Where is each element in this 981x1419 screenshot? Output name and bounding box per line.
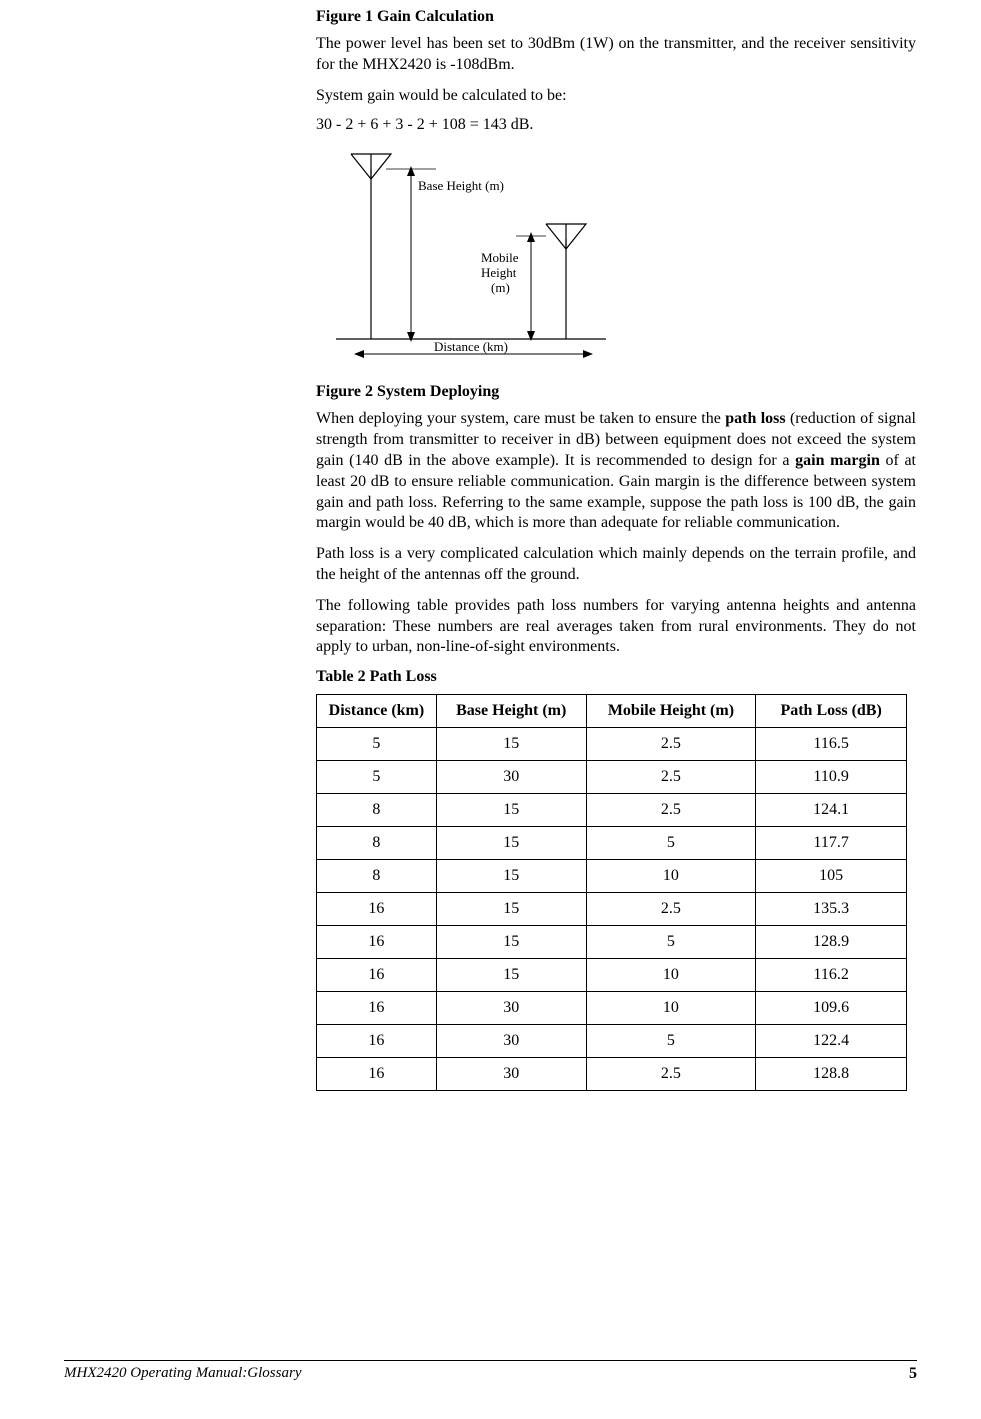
table-row: 16305122.4 bbox=[317, 1025, 907, 1058]
para3-a: When deploying your system, care must be… bbox=[316, 410, 725, 427]
table-cell: 109.6 bbox=[756, 992, 907, 1025]
table-cell: 16 bbox=[317, 992, 437, 1025]
table-cell: 30 bbox=[436, 992, 586, 1025]
table-cell: 2.5 bbox=[586, 761, 756, 794]
equation-1: 30 - 2 + 6 + 3 - 2 + 108 = 143 dB. bbox=[316, 116, 916, 134]
table-row: 5302.5110.9 bbox=[317, 761, 907, 794]
table-cell: 5 bbox=[586, 1025, 756, 1058]
page-number: 5 bbox=[909, 1365, 917, 1383]
table-cell: 16 bbox=[317, 1025, 437, 1058]
table-cell: 15 bbox=[436, 959, 586, 992]
table-cell: 116.2 bbox=[756, 959, 907, 992]
table-cell: 16 bbox=[317, 959, 437, 992]
table-cell: 116.5 bbox=[756, 728, 907, 761]
table-cell: 15 bbox=[436, 827, 586, 860]
table-cell: 2.5 bbox=[586, 1058, 756, 1091]
table-cell: 15 bbox=[436, 860, 586, 893]
figure2-title: Figure 2 System Deploying bbox=[316, 383, 916, 401]
table-cell: 135.3 bbox=[756, 893, 907, 926]
para3-bold1: path loss bbox=[725, 410, 785, 427]
table-col-path-loss: Path Loss (dB) bbox=[756, 695, 907, 728]
diagram-mobile-height-label-3: (m) bbox=[491, 280, 510, 295]
paragraph-5: The following table provides path loss n… bbox=[316, 596, 916, 658]
paragraph-4: Path loss is a very complicated calculat… bbox=[316, 544, 916, 586]
para3-bold2: gain margin bbox=[795, 452, 880, 469]
table-cell: 117.7 bbox=[756, 827, 907, 860]
page-footer: MHX2420 Operating Manual:Glossary 5 bbox=[64, 1360, 917, 1383]
table-cell: 5 bbox=[317, 728, 437, 761]
table-row: 81510105 bbox=[317, 860, 907, 893]
table-cell: 105 bbox=[756, 860, 907, 893]
paragraph-1: The power level has been set to 30dBm (1… bbox=[316, 34, 916, 76]
table-row: 8155117.7 bbox=[317, 827, 907, 860]
table-row: 16155128.9 bbox=[317, 926, 907, 959]
table-cell: 30 bbox=[436, 1025, 586, 1058]
table-cell: 16 bbox=[317, 1058, 437, 1091]
table-cell: 122.4 bbox=[756, 1025, 907, 1058]
table-cell: 30 bbox=[436, 761, 586, 794]
table-cell: 2.5 bbox=[586, 728, 756, 761]
table-cell: 128.8 bbox=[756, 1058, 907, 1091]
table-row: 5152.5116.5 bbox=[317, 728, 907, 761]
table-row: 163010109.6 bbox=[317, 992, 907, 1025]
table-cell: 10 bbox=[586, 860, 756, 893]
paragraph-2: System gain would be calculated to be: bbox=[316, 86, 916, 107]
table-cell: 5 bbox=[586, 926, 756, 959]
paragraph-3: When deploying your system, care must be… bbox=[316, 409, 916, 534]
table-cell: 8 bbox=[317, 827, 437, 860]
table-title: Table 2 Path Loss bbox=[316, 668, 916, 686]
table-col-distance: Distance (km) bbox=[317, 695, 437, 728]
table-cell: 15 bbox=[436, 728, 586, 761]
table-cell: 16 bbox=[317, 893, 437, 926]
diagram-mobile-height-label-2: Height bbox=[481, 265, 517, 280]
table-cell: 15 bbox=[436, 893, 586, 926]
table-cell: 124.1 bbox=[756, 794, 907, 827]
table-row: 16152.5135.3 bbox=[317, 893, 907, 926]
diagram-mobile-height-label-1: Mobile bbox=[481, 250, 519, 265]
diagram-base-height-label: Base Height (m) bbox=[418, 178, 504, 193]
path-loss-table: Distance (km) Base Height (m) Mobile Hei… bbox=[316, 694, 907, 1091]
table-cell: 2.5 bbox=[586, 794, 756, 827]
table-cell: 110.9 bbox=[756, 761, 907, 794]
table-row: 8152.5124.1 bbox=[317, 794, 907, 827]
table-cell: 2.5 bbox=[586, 893, 756, 926]
system-deploying-diagram: Base Height (m) Mobile Height (m) Distan… bbox=[316, 144, 916, 369]
table-cell: 10 bbox=[586, 959, 756, 992]
table-cell: 128.9 bbox=[756, 926, 907, 959]
table-cell: 5 bbox=[317, 761, 437, 794]
diagram-distance-label: Distance (km) bbox=[434, 339, 508, 354]
table-cell: 16 bbox=[317, 926, 437, 959]
table-header-row: Distance (km) Base Height (m) Mobile Hei… bbox=[317, 695, 907, 728]
table-col-mobile-height: Mobile Height (m) bbox=[586, 695, 756, 728]
table-row: 161510116.2 bbox=[317, 959, 907, 992]
table-cell: 30 bbox=[436, 1058, 586, 1091]
footer-left: MHX2420 Operating Manual:Glossary bbox=[64, 1365, 301, 1383]
table-cell: 10 bbox=[586, 992, 756, 1025]
table-cell: 8 bbox=[317, 794, 437, 827]
figure1-title: Figure 1 Gain Calculation bbox=[316, 8, 916, 26]
table-col-base-height: Base Height (m) bbox=[436, 695, 586, 728]
table-row: 16302.5128.8 bbox=[317, 1058, 907, 1091]
table-cell: 15 bbox=[436, 926, 586, 959]
table-cell: 15 bbox=[436, 794, 586, 827]
table-cell: 8 bbox=[317, 860, 437, 893]
table-cell: 5 bbox=[586, 827, 756, 860]
